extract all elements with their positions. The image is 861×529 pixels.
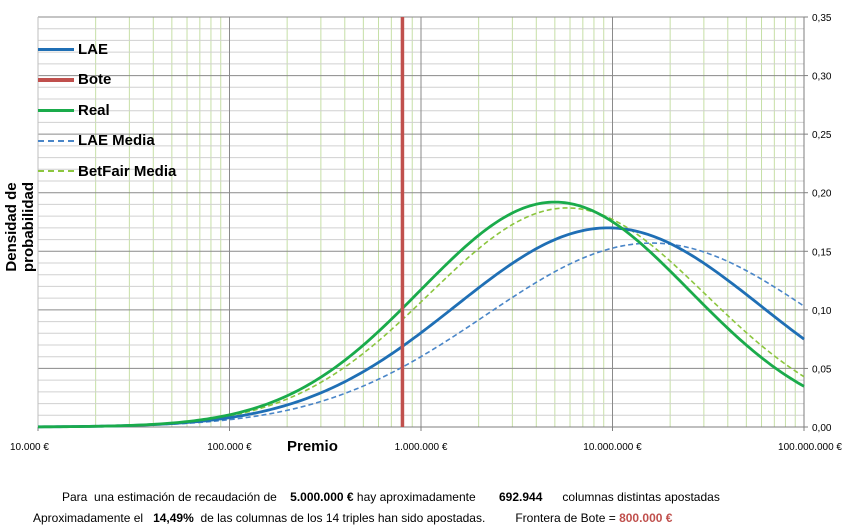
footer-porcentaje: 14,49% bbox=[153, 511, 194, 525]
legend-swatch-lae-media bbox=[38, 139, 74, 142]
series-line-betfair-media bbox=[37, 207, 805, 428]
x-tick-label: 10.000 € bbox=[10, 442, 49, 453]
legend-label-betfair-media: BetFair Media bbox=[78, 162, 177, 180]
footer-line-1: Para una estimación de recaudación de 5.… bbox=[62, 490, 720, 504]
legend: LAE Bote Real LAE Media BetFair Media bbox=[38, 34, 176, 187]
footer-columnas: 692.944 bbox=[498, 490, 543, 504]
legend-item-betfair-media: BetFair Media bbox=[38, 156, 176, 187]
footer-recaudacion: 5.000.000 € bbox=[290, 490, 354, 504]
legend-item-lae: LAE bbox=[38, 34, 176, 65]
x-tick-label: 100.000.000 € bbox=[778, 442, 842, 453]
legend-swatch-bote bbox=[38, 77, 74, 82]
y-tick-label: 0,10 bbox=[812, 306, 832, 317]
footer-text-1c: columnas distintas apostadas bbox=[562, 490, 720, 504]
legend-swatch-lae bbox=[38, 47, 74, 51]
legend-item-lae-media: LAE Media bbox=[38, 126, 176, 157]
y-tick-label: 0,05 bbox=[812, 364, 832, 375]
x-tick-label: 100.000 € bbox=[207, 442, 252, 453]
y-axis-label: Densidad de probabilidad bbox=[3, 182, 37, 272]
x-tick-label: 10.000.000 € bbox=[583, 442, 642, 453]
chart-svg: 10.000 € 100.000 € 1.000.000 € 10.000.000 €… bbox=[10, 13, 842, 453]
legend-item-bote: Bote bbox=[38, 65, 176, 96]
legend-label-real: Real bbox=[78, 101, 110, 119]
footer-text-2b: de las columnas de los 14 triples han si… bbox=[200, 511, 486, 525]
x-tick-label: 1.000.000 € bbox=[395, 442, 448, 453]
legend-swatch-real bbox=[38, 108, 74, 112]
y-tick-label: 0,30 bbox=[812, 72, 832, 83]
footer-text-1b: hay aproximadamente bbox=[356, 490, 476, 504]
y-tick-label: 0,00 bbox=[812, 423, 832, 434]
footer-frontera-value: 800.000 € bbox=[619, 511, 673, 525]
legend-item-real: Real bbox=[38, 95, 176, 126]
footer-line-2: Aproximadamente el 14,49% de las columna… bbox=[33, 511, 672, 525]
footer-text-1a: Para una estimación de recaudación de bbox=[62, 490, 277, 504]
y-tick-label: 0,25 bbox=[812, 130, 832, 141]
y-tick-label: 0,15 bbox=[812, 247, 832, 258]
footer-text-2a: Aproximadamente el bbox=[33, 511, 144, 525]
legend-swatch-betfair-media bbox=[38, 170, 74, 173]
legend-label-lae: LAE bbox=[78, 40, 108, 58]
chart-area: 10.000 € 100.000 € 1.000.000 € 10.000.000 €… bbox=[3, 13, 842, 455]
y-tick-label: 0,35 bbox=[812, 13, 832, 24]
legend-label-bote: Bote bbox=[78, 71, 112, 89]
y-tick-label: 0,20 bbox=[812, 189, 832, 200]
x-axis-label: Premio bbox=[287, 438, 338, 455]
legend-label-lae-media: LAE Media bbox=[78, 132, 155, 150]
series-line-real bbox=[37, 200, 805, 429]
footer-frontera-label: Frontera de Bote = bbox=[515, 511, 616, 525]
